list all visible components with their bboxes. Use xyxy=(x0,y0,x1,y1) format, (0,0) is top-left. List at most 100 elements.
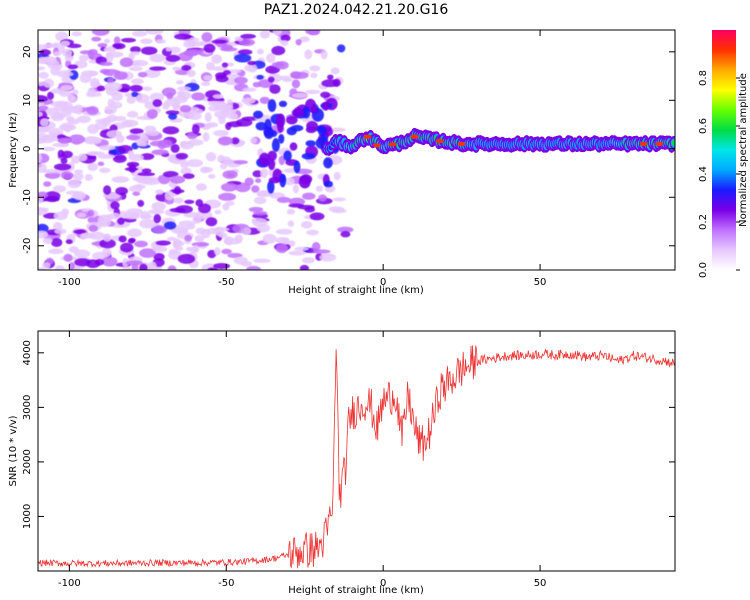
heatmap-cell xyxy=(234,182,251,193)
heatmap-cell xyxy=(214,247,221,256)
heatmap-cell xyxy=(186,69,196,78)
heatmap-cell xyxy=(284,177,295,186)
colorbar: 0.0 0.2 0.4 0.6 0.8 Normalized spectral ampl… xyxy=(698,30,749,278)
heatmap-cell xyxy=(87,87,96,98)
heatmap-cell xyxy=(112,154,127,163)
colorbar-tick-label: 0.6 xyxy=(698,118,709,134)
heatmap-cell xyxy=(329,127,346,133)
heatmap-cell xyxy=(179,105,192,113)
heatmap-cell xyxy=(128,66,143,72)
heatmap-cell xyxy=(250,137,258,144)
heatmap-cell xyxy=(302,106,311,119)
heatmap-cell xyxy=(320,91,331,98)
heatmap-cell xyxy=(251,185,260,193)
heatmap-cell xyxy=(331,208,347,214)
heatmap-cell xyxy=(226,73,240,79)
heatmap-cell xyxy=(119,57,134,68)
heatmap-cell xyxy=(192,214,202,224)
heatmap-cell xyxy=(73,229,87,235)
heatmap-cell xyxy=(126,161,140,168)
heatmap-cell xyxy=(267,76,275,83)
heatmap-cell xyxy=(234,36,244,42)
heatmap-cell xyxy=(143,68,161,79)
heatmap-cell xyxy=(299,264,310,270)
heatmap-cell xyxy=(168,248,178,254)
heatmap-cell xyxy=(233,160,249,165)
heatmap-cell xyxy=(177,86,192,92)
heatmap-cell xyxy=(99,145,116,151)
heatmap-cell xyxy=(211,54,223,64)
heatmap-cell xyxy=(132,191,141,196)
heatmap-cell xyxy=(311,241,321,252)
heatmap-cell xyxy=(130,78,144,85)
heatmap-cell xyxy=(315,185,324,192)
heatmap-cell xyxy=(116,134,125,144)
heatmap-cell xyxy=(182,173,195,179)
y-tick-label: 4000 xyxy=(22,340,33,365)
heatmap-cell xyxy=(60,157,68,165)
y-tick-label: 1000 xyxy=(22,504,33,529)
heatmap-cell xyxy=(221,105,231,112)
heatmap-cell xyxy=(327,74,334,81)
heatmap-cell xyxy=(336,44,346,53)
colorbar-gradient xyxy=(712,30,736,270)
x-tick-label: 50 xyxy=(534,578,547,589)
heatmap-cell xyxy=(271,138,280,153)
heatmap-cell xyxy=(60,171,74,180)
x-tick-label: -100 xyxy=(58,578,81,589)
heatmap-cell xyxy=(174,227,188,234)
heatmap-cell xyxy=(306,121,319,131)
heatmap-cell xyxy=(290,124,304,132)
heatmap-cell xyxy=(120,242,134,253)
heatmap-cell xyxy=(217,115,227,120)
heatmap-cell xyxy=(157,139,167,150)
heatmap-cell xyxy=(175,152,189,160)
heatmap-cell xyxy=(131,91,139,98)
heatmap-cell xyxy=(291,93,308,99)
heatmap-cell xyxy=(220,182,238,192)
heatmap-cell xyxy=(63,253,73,262)
heatmap-cell xyxy=(166,236,177,242)
heatmap-cell xyxy=(199,166,210,174)
heatmap-cell xyxy=(276,196,291,203)
heatmap-cell xyxy=(38,230,49,239)
ridge-cell xyxy=(671,140,675,146)
heatmap-cell xyxy=(260,168,269,179)
heatmap-cell xyxy=(214,226,224,237)
colorbar-ticks: 0.0 0.2 0.4 0.6 0.8 xyxy=(698,70,740,278)
heatmap-cell xyxy=(50,88,66,94)
heatmap-cell xyxy=(215,74,229,83)
heatmap-cell xyxy=(271,45,286,56)
heatmap-cell xyxy=(280,34,291,42)
colorbar-label: Normalized spectral amplitude xyxy=(738,73,749,227)
heatmap-cell xyxy=(139,263,148,270)
heatmap-cell xyxy=(293,160,301,174)
heatmap-cell xyxy=(97,218,111,228)
heatmap-cell xyxy=(266,53,276,63)
heatmap-cell xyxy=(117,216,125,225)
heatmap-cell xyxy=(217,136,234,146)
heatmap-cell xyxy=(247,60,256,66)
heatmap-cell xyxy=(275,243,288,254)
heatmap-cell xyxy=(38,138,46,144)
ridge-peak xyxy=(435,139,444,144)
heatmap-cell xyxy=(142,86,153,92)
heatmap-cell xyxy=(176,90,185,96)
heatmap-cell xyxy=(200,81,211,87)
heatmap-cell xyxy=(137,199,145,207)
heatmap-cell xyxy=(333,171,341,181)
heatmap-cell xyxy=(96,85,106,92)
heatmap-cell xyxy=(48,248,64,255)
y-tick-label: 20 xyxy=(22,45,33,58)
heatmap-cell xyxy=(135,93,150,104)
heatmap-cell xyxy=(73,249,91,258)
heatmap-cell xyxy=(162,171,179,178)
heatmap-cell xyxy=(95,118,112,123)
heatmap-cell xyxy=(113,36,121,45)
heatmap-cell xyxy=(38,126,48,133)
heatmap-cell xyxy=(234,53,252,63)
heatmap-cell xyxy=(242,87,257,92)
heatmap-cell xyxy=(39,118,49,127)
heatmap-cell xyxy=(255,178,262,184)
